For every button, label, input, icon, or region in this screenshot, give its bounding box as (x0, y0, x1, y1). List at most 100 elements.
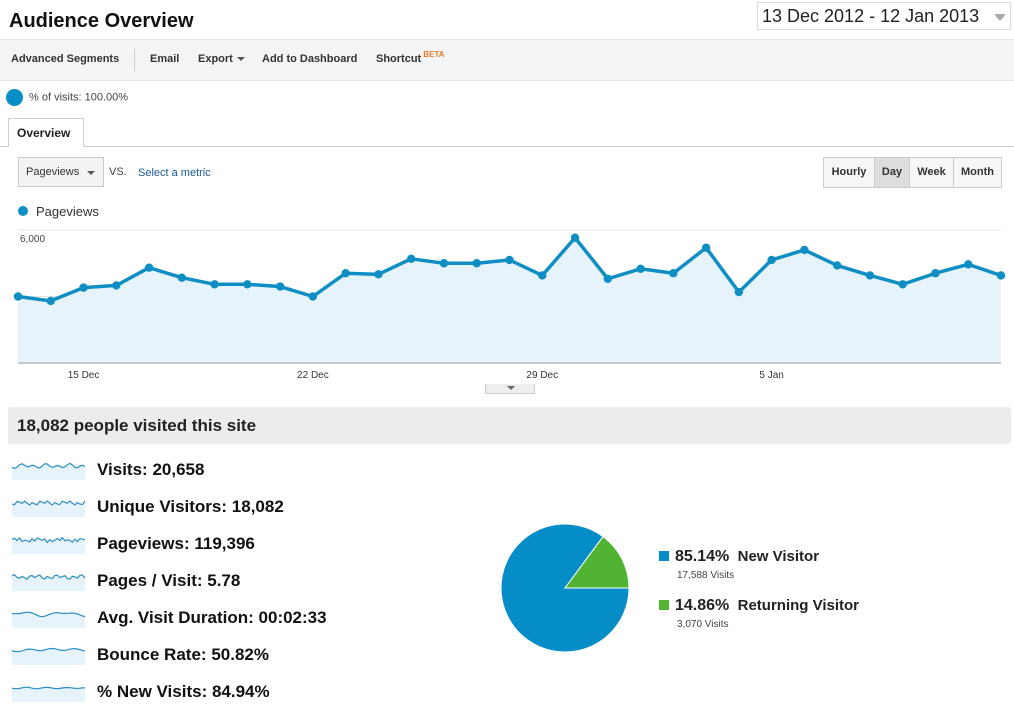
data-point[interactable] (538, 271, 547, 280)
metric-value: 00:02:33 (258, 608, 327, 627)
select-metric-link[interactable]: Select a metric (138, 167, 211, 179)
metric-label: Bounce Rate: (97, 645, 207, 664)
sparkline (11, 500, 86, 517)
returning-visitor-visits: 3,070 Visits (677, 619, 729, 630)
data-point[interactable] (636, 264, 645, 273)
granularity-week-button[interactable]: Week (910, 158, 954, 187)
segment-indicator[interactable]: % of visits: 100.00% (6, 89, 128, 106)
chart-legend[interactable]: Pageviews (18, 204, 99, 219)
data-point[interactable] (144, 263, 154, 272)
x-tick-label: 15 Dec (68, 370, 100, 381)
data-point[interactable] (177, 273, 187, 282)
data-point[interactable] (701, 243, 711, 252)
x-tick-label: 5 Jan (759, 370, 783, 381)
data-point[interactable] (669, 269, 678, 278)
x-tick-label: 29 Dec (526, 370, 558, 381)
data-point[interactable] (439, 259, 449, 268)
sparkline (11, 686, 86, 702)
data-point[interactable] (112, 281, 121, 290)
export-button[interactable]: Export (198, 53, 245, 65)
sparkline-area (12, 687, 85, 702)
data-point[interactable] (603, 274, 612, 283)
granularity-hourly-button[interactable]: Hourly (824, 158, 875, 187)
data-point[interactable] (308, 292, 318, 301)
data-point[interactable] (800, 245, 809, 255)
pie-legend-returning-visitor[interactable]: 14.86% Returning Visitor (659, 597, 859, 615)
new-visitor-visits: 17,588 Visits (677, 570, 735, 581)
data-point[interactable] (505, 255, 514, 265)
data-point[interactable] (46, 296, 55, 306)
data-point[interactable] (243, 280, 252, 289)
new-visitor-percent: 85.14% (675, 548, 730, 565)
data-point[interactable] (407, 254, 416, 264)
sparkline-line (11, 500, 86, 506)
pie-legend-new-visitor[interactable]: 85.14% New Visitor (659, 548, 819, 566)
tab-overview[interactable]: Overview (8, 118, 84, 147)
returning-visitor-color-swatch (659, 600, 669, 610)
returning-visitor-label: Returning Visitor (737, 597, 860, 614)
data-point[interactable] (275, 282, 285, 291)
date-range-label: 13 Dec 2012 - 12 Jan 2013 (762, 6, 980, 26)
granularity-month-button[interactable]: Month (954, 158, 1001, 187)
metric-label: Pageviews: (97, 534, 190, 553)
data-point[interactable] (570, 233, 580, 242)
export-label: Export (198, 53, 233, 65)
segment-label: % of visits: 100.00% (29, 91, 129, 104)
metric-value: 5.78 (207, 571, 241, 590)
advanced-segments-button[interactable]: Advanced Segments (11, 53, 120, 65)
shortcut-label: Shortcut (376, 53, 422, 65)
returning-visitor-percent: 14.86% (675, 597, 730, 614)
shortcut-button[interactable]: Shortcut BETA (376, 50, 445, 65)
sparkline-line (11, 611, 86, 618)
data-point[interactable] (931, 269, 940, 278)
data-point[interactable] (374, 270, 383, 279)
data-point[interactable] (341, 269, 350, 278)
pie-segment-icon (6, 89, 23, 106)
data-point[interactable] (767, 255, 776, 265)
y-tick-label: 6,000 (20, 234, 45, 245)
tab-divider (0, 146, 1014, 147)
metric-text: Visits: 20,658 (97, 460, 204, 480)
data-point[interactable] (79, 283, 88, 292)
metric-dropdown[interactable]: Pageviews (18, 157, 104, 187)
legend-series-label: Pageviews (36, 204, 99, 219)
pie-slice-returning-visitor[interactable] (564, 535, 630, 589)
metric-label: Visits: (97, 460, 148, 479)
data-point[interactable] (210, 280, 219, 289)
sparkline-area (12, 612, 85, 628)
metric-dropdown-value: Pageviews (26, 166, 80, 178)
data-point[interactable] (832, 261, 842, 270)
data-point[interactable] (964, 260, 973, 269)
metric-text: % New Visits: 84.94% (97, 682, 270, 702)
data-point[interactable] (734, 287, 744, 297)
granularity-day-button[interactable]: Day (875, 158, 910, 187)
sparkline-area (12, 648, 85, 665)
data-point[interactable] (13, 292, 23, 301)
date-range-picker[interactable]: 13 Dec 2012 - 12 Jan 2013 (757, 2, 1011, 30)
add-to-dashboard-button[interactable]: Add to Dashboard (262, 53, 358, 65)
sparkline (11, 536, 86, 554)
chevron-down-icon (87, 171, 95, 175)
beta-badge: BETA (423, 50, 445, 59)
series-color-dot (18, 206, 28, 216)
sparkline (11, 611, 86, 628)
metric-value: 18,082 (231, 497, 284, 516)
pie-slice-new-visitor[interactable] (500, 523, 630, 653)
data-point[interactable] (996, 271, 1006, 280)
data-point[interactable] (472, 259, 481, 268)
chevron-down-icon (994, 14, 1006, 21)
data-point[interactable] (865, 271, 875, 280)
toolbar-divider (134, 49, 135, 71)
visitor-type-pie-chart[interactable] (498, 521, 632, 655)
sparkline (11, 462, 86, 480)
metric-label: Avg. Visit Duration: (97, 608, 254, 627)
data-point[interactable] (898, 280, 907, 289)
sparkline-line (11, 686, 86, 690)
chart-collapse-handle[interactable] (485, 384, 535, 394)
toolbar: Advanced Segments Email Export Add to Da… (0, 39, 1014, 81)
vs-label: VS. (109, 166, 127, 178)
metric-text: Avg. Visit Duration: 00:02:33 (97, 608, 327, 628)
email-button[interactable]: Email (150, 53, 180, 65)
new-visitor-label: New Visitor (737, 548, 820, 565)
